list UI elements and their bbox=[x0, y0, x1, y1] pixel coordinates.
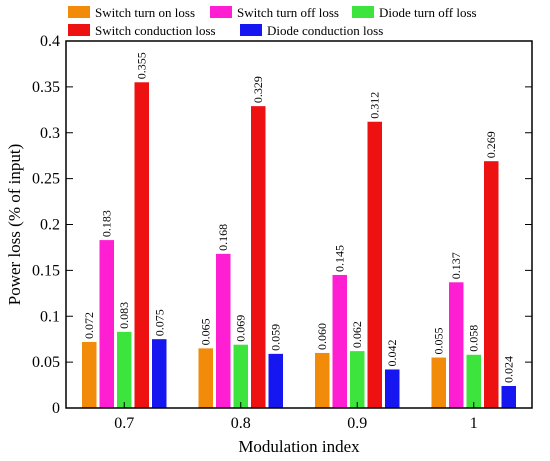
x-tick-label: 0.7 bbox=[114, 415, 134, 432]
data-label: 0.269 bbox=[484, 131, 498, 158]
bar bbox=[233, 344, 248, 408]
data-label: 0.058 bbox=[467, 325, 481, 352]
legend-swatch bbox=[352, 6, 374, 18]
data-label: 0.137 bbox=[449, 252, 463, 279]
bar bbox=[82, 341, 97, 408]
bars bbox=[82, 82, 516, 409]
data-label: 0.145 bbox=[333, 245, 347, 272]
data-label: 0.060 bbox=[315, 323, 329, 350]
data-label: 0.042 bbox=[385, 339, 399, 366]
y-tick-label: 0.05 bbox=[32, 354, 60, 371]
legend-swatch bbox=[68, 6, 90, 18]
y-tick-label: 0.4 bbox=[40, 33, 60, 50]
data-label: 0.168 bbox=[216, 224, 230, 251]
bar bbox=[117, 331, 132, 408]
data-label: 0.065 bbox=[199, 318, 213, 345]
bar bbox=[501, 385, 516, 408]
legend-swatch bbox=[68, 24, 90, 36]
y-axis-title: Power loss (% of input) bbox=[5, 144, 24, 305]
bar bbox=[350, 351, 365, 408]
bar bbox=[99, 240, 114, 408]
legend-swatch bbox=[240, 24, 262, 36]
bar bbox=[466, 354, 481, 408]
x-axis-ticks: 0.7 0.8 0.9 1 bbox=[114, 402, 478, 432]
bar bbox=[198, 348, 213, 408]
bar bbox=[385, 369, 400, 408]
data-label: 0.083 bbox=[117, 302, 131, 329]
bar bbox=[484, 161, 499, 408]
data-label: 0.329 bbox=[251, 76, 265, 103]
bar bbox=[251, 106, 266, 408]
legend-label: Diode turn off loss bbox=[379, 5, 477, 20]
y-tick-label: 0 bbox=[52, 400, 60, 417]
bar bbox=[268, 353, 283, 408]
legend-label: Switch turn on loss bbox=[95, 5, 195, 20]
x-tick-label: 1 bbox=[470, 415, 478, 432]
data-label: 0.055 bbox=[432, 328, 446, 355]
bar bbox=[315, 352, 330, 408]
y-tick-label: 0.35 bbox=[32, 79, 60, 96]
y-tick-label: 0.15 bbox=[32, 262, 60, 279]
bar bbox=[152, 339, 167, 408]
bar bbox=[134, 82, 149, 408]
y-tick-label: 0.3 bbox=[40, 125, 60, 142]
data-label: 0.072 bbox=[82, 312, 96, 339]
legend: Switch turn on loss Switch turn off loss D… bbox=[68, 5, 477, 38]
data-label: 0.024 bbox=[502, 356, 516, 383]
x-tick-label: 0.8 bbox=[231, 415, 251, 432]
y-tick-label: 0.1 bbox=[40, 308, 60, 325]
bar bbox=[367, 121, 382, 409]
legend-label: Switch conduction loss bbox=[95, 23, 216, 38]
y-tick-label: 0.25 bbox=[32, 171, 60, 188]
legend-label: Switch turn off loss bbox=[237, 5, 339, 20]
data-label: 0.183 bbox=[100, 210, 114, 237]
bar bbox=[431, 357, 446, 408]
legend-swatch bbox=[210, 6, 232, 18]
data-label: 0.059 bbox=[269, 324, 283, 351]
legend-label: Diode conduction loss bbox=[267, 23, 383, 38]
data-label: 0.355 bbox=[135, 52, 149, 79]
bar bbox=[332, 274, 347, 408]
data-label: 0.062 bbox=[350, 321, 364, 348]
data-label: 0.075 bbox=[152, 309, 166, 336]
bar bbox=[449, 282, 464, 408]
x-tick-label: 0.9 bbox=[347, 415, 367, 432]
bar bbox=[216, 253, 231, 408]
data-label: 0.069 bbox=[234, 315, 248, 342]
data-label: 0.312 bbox=[368, 92, 382, 119]
y-tick-label: 0.2 bbox=[40, 217, 60, 234]
data-labels: 0.072 0.183 0.083 0.355 0.075 0.065 0.168 0.069… bbox=[82, 52, 516, 383]
x-axis-title: Modulation index bbox=[238, 437, 360, 456]
y-axis-ticks: 0 0.05 0.1 0.15 0.2 0.25 0.3 0.35 0.4 bbox=[32, 33, 532, 417]
